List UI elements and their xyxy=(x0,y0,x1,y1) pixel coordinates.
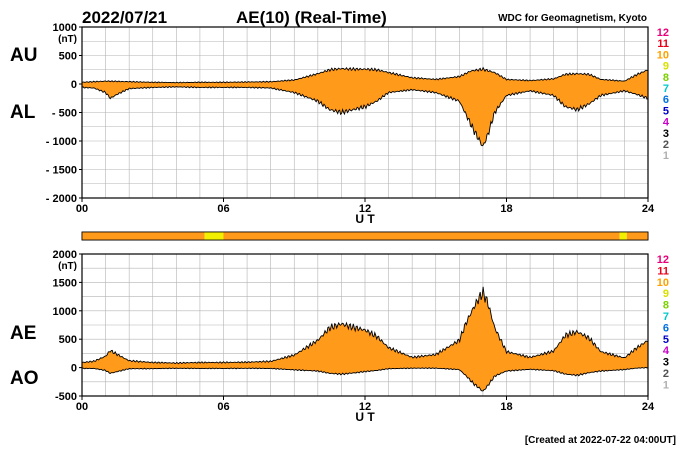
y-tick-label: 0 xyxy=(71,363,77,375)
envelope-fill xyxy=(82,286,648,391)
station-legend-label: 3 xyxy=(663,357,669,369)
series-label-ae: AE xyxy=(10,323,36,344)
series-label-au: AU xyxy=(10,45,37,66)
y-tick-label: 0 xyxy=(71,79,77,91)
status-bar-segment xyxy=(204,232,224,240)
y-tick-label: - 1000 xyxy=(46,136,77,148)
station-legend-label: 7 xyxy=(663,311,669,323)
series-line-ae xyxy=(81,286,648,365)
y-tick-label: 500 xyxy=(59,51,77,63)
station-legend-label: 1 xyxy=(663,379,669,391)
x-tick-label: 00 xyxy=(76,401,88,413)
station-legend-label: 6 xyxy=(663,94,669,106)
status-bar-outline xyxy=(81,231,649,241)
x-tick-label: 06 xyxy=(217,203,229,215)
station-legend-label: 9 xyxy=(663,61,669,73)
x-tick-label: 18 xyxy=(500,401,512,413)
station-legend-label: 4 xyxy=(663,117,670,129)
station-legend-label: 12 xyxy=(657,27,669,39)
series-line-au xyxy=(81,66,648,84)
station-legend-label: 11 xyxy=(657,265,669,277)
series-line-ao xyxy=(81,366,649,392)
x-axis-label: U T xyxy=(355,410,375,424)
x-tick-label: 12 xyxy=(359,401,371,413)
status-bar-segment xyxy=(82,232,205,240)
x-tick-label: 24 xyxy=(642,203,655,215)
station-legend-label: 1 xyxy=(663,150,669,162)
y-tick-label: - 1500 xyxy=(46,165,77,177)
station-legend-label: 12 xyxy=(657,254,669,266)
panel-au-al xyxy=(79,26,649,202)
station-legend-label: 11 xyxy=(657,38,669,50)
status-bar-segment xyxy=(223,232,620,240)
y-unit-label: (nT) xyxy=(58,261,77,272)
y-tick-label: 2000 xyxy=(53,249,77,261)
y-unit-label: (nT) xyxy=(58,34,77,45)
x-tick-label: 12 xyxy=(359,203,371,215)
status-bar-segment xyxy=(626,232,648,240)
station-legend-label: 10 xyxy=(657,49,669,61)
y-tick-label: 1000 xyxy=(53,22,77,34)
station-legend-label: 3 xyxy=(663,128,669,140)
y-tick-label: - 2000 xyxy=(46,193,77,205)
series-label-ao: AO xyxy=(10,368,39,389)
y-tick-label: - 500 xyxy=(52,108,77,120)
station-legend-label: 6 xyxy=(663,322,669,334)
x-tick-label: 24 xyxy=(642,401,655,413)
series-line-al xyxy=(81,85,649,147)
station-legend-label: 10 xyxy=(657,277,669,289)
station-legend-label: 5 xyxy=(663,334,669,346)
station-legend-label: 4 xyxy=(663,345,670,357)
station-legend-label: 9 xyxy=(663,288,669,300)
x-tick-label: 18 xyxy=(500,203,512,215)
station-legend-label: 2 xyxy=(663,368,669,380)
station-legend-label: 8 xyxy=(663,300,669,312)
creation-timestamp: [Created at 2022-07-22 04:00UT] xyxy=(525,435,676,446)
series-label-al: AL xyxy=(10,102,36,123)
plot-title: AE(10) (Real-Time) xyxy=(236,8,387,27)
data-source: WDC for Geomagnetism, Kyoto xyxy=(498,13,647,24)
y-tick-label: 1500 xyxy=(53,277,77,289)
station-legend-label: 2 xyxy=(663,139,669,151)
panel-ae-ao xyxy=(79,253,649,400)
x-tick-label: 00 xyxy=(76,203,88,215)
plot-date: 2022/07/21 xyxy=(82,8,167,27)
x-tick-label: 06 xyxy=(217,401,229,413)
x-axis-label: U T xyxy=(355,212,375,226)
station-legend-label: 7 xyxy=(663,83,669,95)
y-tick-label: 500 xyxy=(59,334,77,346)
y-tick-label: 1000 xyxy=(53,306,77,318)
y-tick-label: -500 xyxy=(55,391,77,403)
station-legend-label: 5 xyxy=(663,105,669,117)
status-bar-segment xyxy=(619,232,627,240)
station-legend-label: 8 xyxy=(663,72,669,84)
